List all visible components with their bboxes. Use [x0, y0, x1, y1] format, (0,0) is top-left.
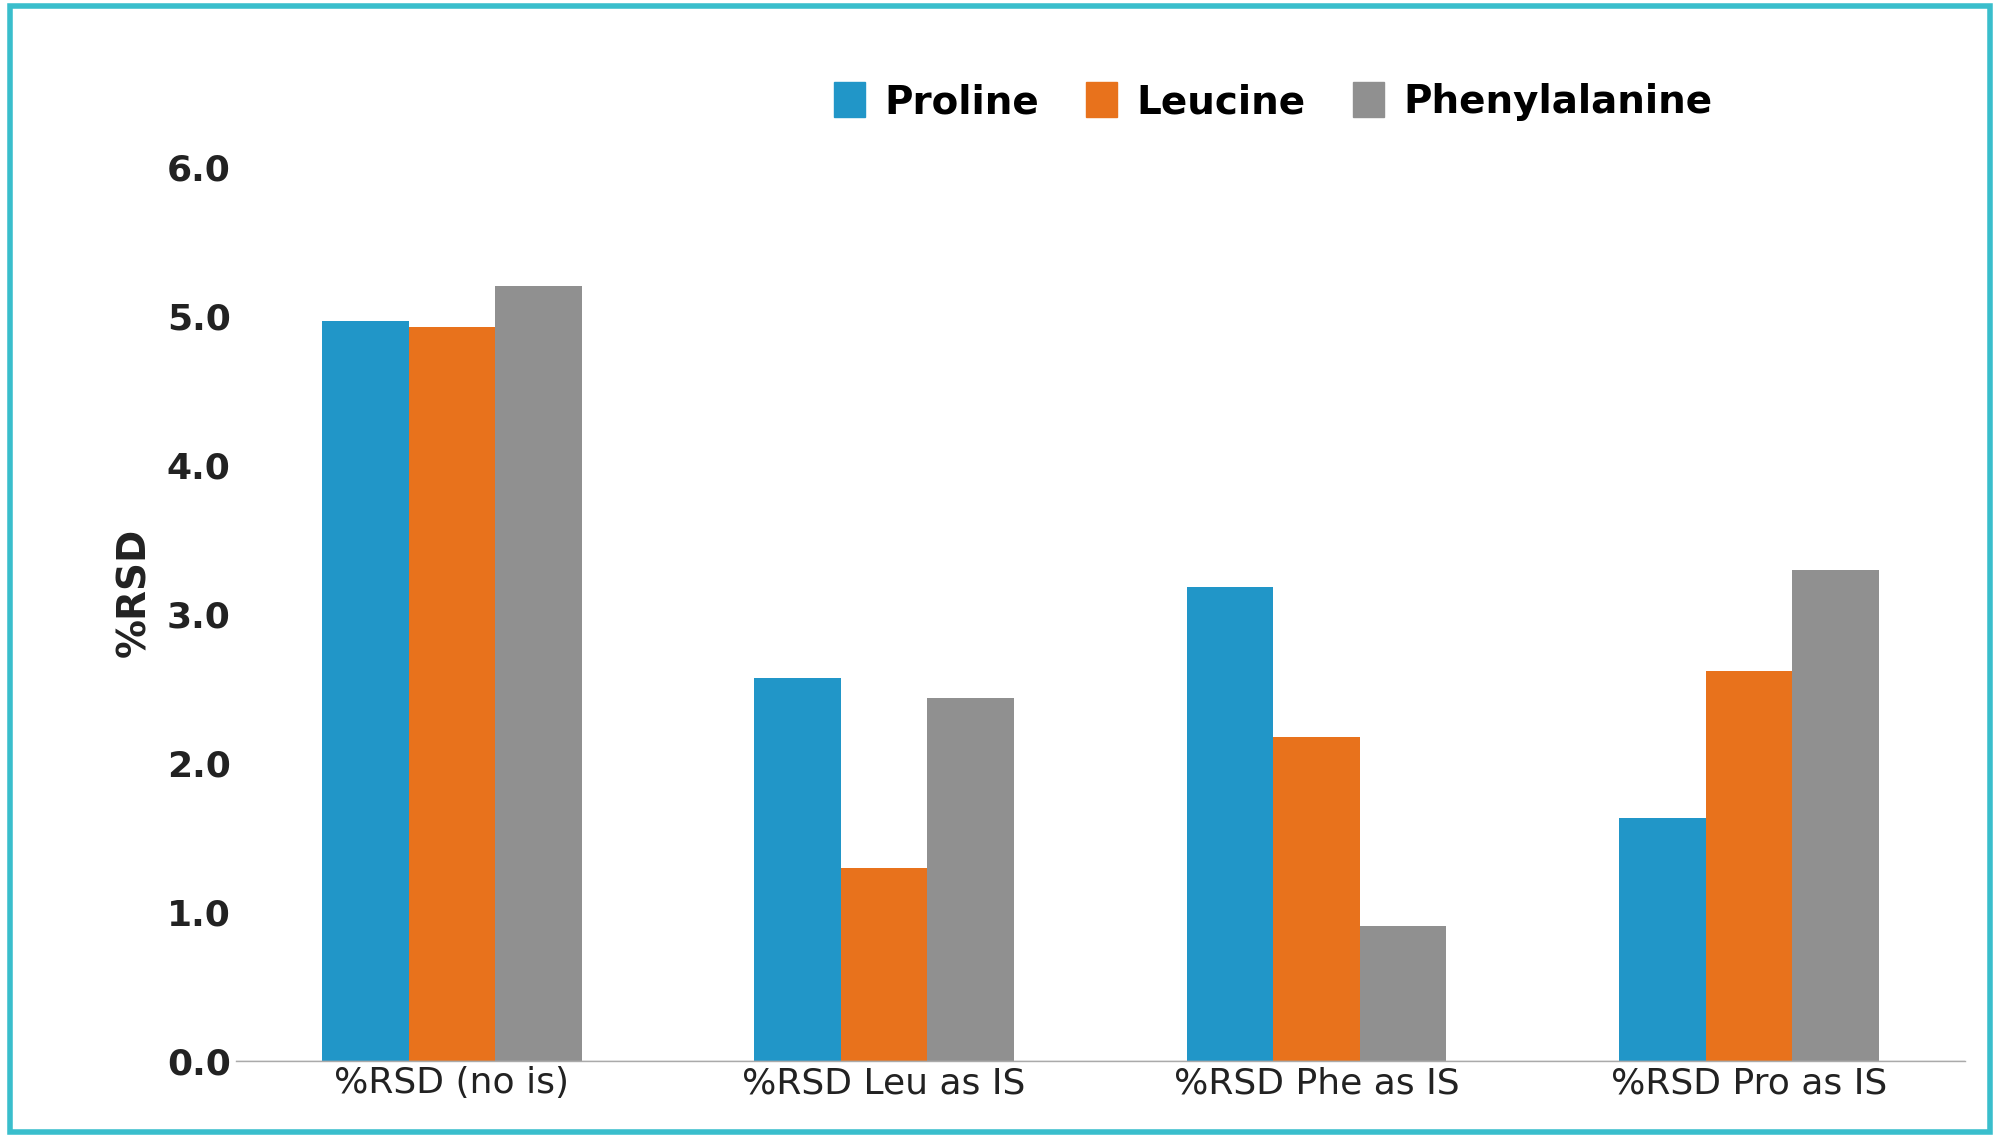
- Bar: [496, 287, 582, 1062]
- Bar: [928, 698, 1014, 1062]
- Bar: [1186, 587, 1274, 1062]
- Legend: Proline, Leucine, Phenylalanine: Proline, Leucine, Phenylalanine: [818, 67, 1728, 137]
- Bar: [840, 867, 928, 1062]
- Bar: [1360, 926, 1446, 1062]
- Bar: [754, 678, 840, 1062]
- Y-axis label: %RSD: %RSD: [116, 527, 154, 657]
- Bar: [1620, 818, 1706, 1062]
- Bar: [1792, 570, 1878, 1062]
- Bar: [1706, 671, 1792, 1062]
- Bar: [408, 327, 496, 1062]
- Bar: [322, 321, 408, 1062]
- Bar: [1274, 736, 1360, 1062]
